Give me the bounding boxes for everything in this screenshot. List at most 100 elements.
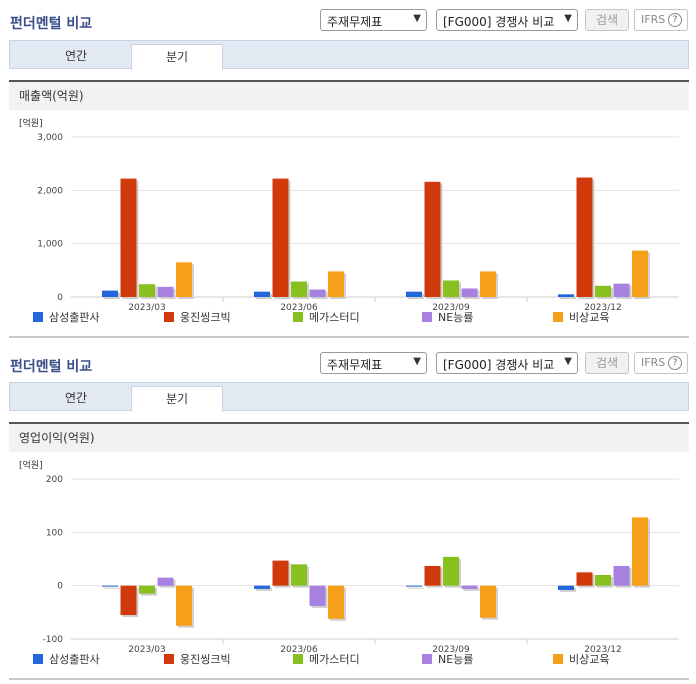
bar-shadow (104, 587, 120, 589)
bar[interactable] (328, 271, 344, 297)
fundamental-panel-operating-profit: 펀더멘털 비교 주재무제표 ▼ [FG000] 경쟁사 비교 ▼ 검색 IFRS… (0, 343, 696, 684)
sales-chart-svg: [억원] 0 1,000 2,000 3,000 2023/03 2023/06 2023/0… (19, 117, 679, 324)
y-tick-label: 1,000 (37, 240, 63, 250)
bar[interactable] (157, 286, 174, 297)
bar[interactable] (461, 585, 478, 589)
y-tick-label: -100 (43, 635, 64, 645)
statement-select-value: 주재무제표 (327, 15, 383, 29)
bar[interactable] (480, 585, 496, 618)
search-button[interactable]: 검색 (585, 9, 629, 31)
bar[interactable] (102, 290, 118, 297)
bar[interactable] (576, 572, 593, 586)
y-tick-label: 200 (46, 475, 63, 485)
legend-label: 웅진씽크빅 (180, 653, 231, 666)
bar[interactable] (157, 577, 174, 586)
bar[interactable] (443, 280, 459, 297)
period-tabs: 연간 분기 (9, 382, 689, 412)
x-tick-label: 2023/06 (280, 645, 318, 655)
chevron-down-icon: ▼ (564, 13, 572, 24)
statement-select-value: 주재무제표 (327, 358, 383, 372)
bar[interactable] (254, 585, 270, 589)
bar[interactable] (139, 585, 155, 594)
compare-select[interactable]: [FG000] 경쟁사 비교 ▼ (436, 352, 578, 374)
tab-annual[interactable]: 연간 (64, 49, 88, 63)
bar[interactable] (558, 585, 574, 590)
fundamental-panel-sales: 펀더멘털 비교 주재무제표 ▼ [FG000] 경쟁사 비교 ▼ 검색 IFRS… (0, 0, 696, 338)
bar[interactable] (309, 289, 326, 297)
bar-shadow (560, 296, 576, 299)
ifrs-label: IFRS (641, 13, 666, 26)
bar[interactable] (558, 294, 574, 297)
bar[interactable] (443, 556, 459, 586)
bar[interactable] (291, 564, 307, 586)
legend-label: 삼성출판사 (49, 653, 100, 666)
period-tabs: 연간 분기 (9, 40, 689, 70)
y-tick-label: 0 (57, 582, 63, 592)
y-tick-label: 3,000 (37, 133, 63, 143)
legend-swatch (293, 654, 303, 664)
bar[interactable] (406, 585, 422, 587)
legend-label: 메가스터디 (309, 311, 360, 324)
panel-header: 펀더멘털 비교 주재무제표 ▼ [FG000] 경쟁사 비교 ▼ 검색 IFRS… (0, 0, 696, 40)
operating-profit-chart-svg: [억원] -100 0 100 200 2023/03 2023/06 2023/09 2023… (19, 459, 679, 666)
panel-header: 펀더멘털 비교 주재무제표 ▼ [FG000] 경쟁사 비교 ▼ 검색 IFRS… (0, 343, 696, 383)
compare-select-value: [FG000] 경쟁사 비교 (443, 358, 555, 372)
bar[interactable] (613, 565, 630, 586)
x-tick-label: 2023/09 (432, 645, 470, 655)
bar[interactable] (120, 585, 137, 615)
compare-select-value: [FG000] 경쟁사 비교 (443, 15, 555, 29)
legend-swatch (553, 312, 563, 322)
bar[interactable] (406, 291, 422, 297)
bar-shadow (256, 587, 272, 591)
sales-chart: [억원] 0 1,000 2,000 3,000 2023/03 2023/06 2023/0… (9, 112, 689, 334)
legend-label: NE능률 (438, 653, 473, 666)
bar[interactable] (595, 285, 611, 297)
bar[interactable] (595, 575, 611, 586)
bar[interactable] (576, 177, 593, 297)
bar[interactable] (254, 291, 270, 297)
tab-annual[interactable]: 연간 (64, 391, 88, 405)
chevron-down-icon: ▼ (564, 356, 572, 367)
x-tick-label: 2023/03 (128, 645, 165, 655)
tab-quarterly[interactable]: 분기 (131, 44, 223, 70)
ifrs-button[interactable]: IFRS ? (634, 9, 688, 31)
operating-profit-chart: [억원] -100 0 100 200 2023/03 2023/06 2023/09 2023… (9, 454, 689, 676)
bar[interactable] (613, 283, 630, 297)
bar[interactable] (632, 250, 648, 297)
chevron-down-icon: ▼ (413, 13, 421, 24)
help-icon: ? (668, 356, 682, 370)
y-tick-label: 2,000 (37, 186, 63, 196)
legend-swatch (422, 312, 432, 322)
divider (9, 678, 689, 680)
bar[interactable] (139, 284, 155, 297)
legend-swatch (422, 654, 432, 664)
x-tick-label: 2023/03 (128, 303, 165, 313)
bar[interactable] (424, 181, 441, 297)
bar[interactable] (291, 281, 307, 297)
search-button[interactable]: 검색 (585, 352, 629, 374)
bar[interactable] (632, 517, 648, 586)
bar[interactable] (461, 288, 478, 297)
bar[interactable] (328, 585, 344, 619)
compare-select[interactable]: [FG000] 경쟁사 비교 ▼ (436, 9, 578, 31)
bar[interactable] (102, 585, 118, 587)
bar[interactable] (176, 585, 192, 626)
ifrs-button[interactable]: IFRS ? (634, 352, 688, 374)
bar[interactable] (424, 565, 441, 586)
bar-shadow (463, 587, 480, 591)
bar[interactable] (176, 262, 192, 297)
bar[interactable] (272, 178, 289, 297)
legend-swatch (33, 654, 43, 664)
unit-label: [억원] (19, 117, 43, 129)
y-tick-label: 0 (57, 293, 63, 303)
tab-quarterly[interactable]: 분기 (131, 386, 223, 412)
statement-select[interactable]: 주재무제표 ▼ (320, 352, 427, 374)
x-tick-label: 2023/06 (280, 303, 318, 313)
legend-swatch (293, 312, 303, 322)
bar[interactable] (480, 271, 496, 297)
bar[interactable] (120, 178, 137, 297)
bar[interactable] (309, 585, 326, 606)
bar[interactable] (272, 560, 289, 586)
statement-select[interactable]: 주재무제표 ▼ (320, 9, 427, 31)
help-icon: ? (668, 13, 682, 27)
